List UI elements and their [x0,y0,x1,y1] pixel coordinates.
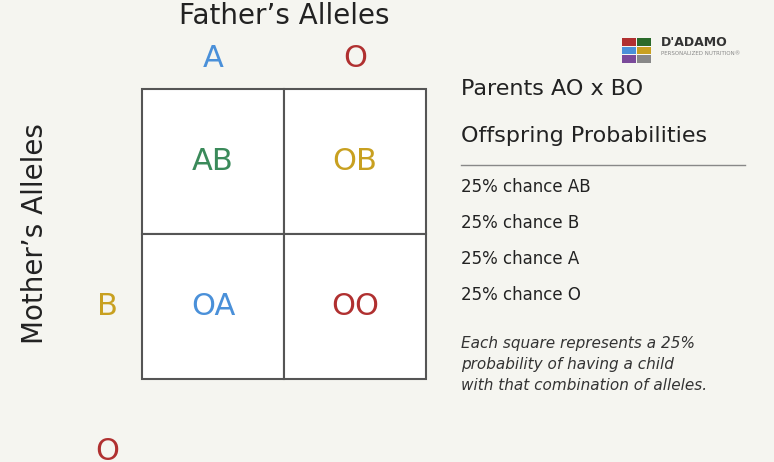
Text: 25% chance A: 25% chance A [461,250,579,268]
Text: PERSONALIZED NUTRITION®: PERSONALIZED NUTRITION® [661,51,741,56]
Text: OB: OB [333,146,378,176]
FancyBboxPatch shape [284,234,426,378]
Text: O: O [343,44,367,73]
Text: Parents AO x BO: Parents AO x BO [461,79,643,98]
Text: 25% chance B: 25% chance B [461,214,579,232]
FancyBboxPatch shape [142,89,284,234]
FancyBboxPatch shape [622,55,635,63]
FancyBboxPatch shape [622,38,635,46]
Text: 25% chance O: 25% chance O [461,286,580,304]
FancyBboxPatch shape [622,47,635,55]
Text: D'ADAMO: D'ADAMO [661,36,728,49]
Text: OO: OO [331,292,379,321]
FancyBboxPatch shape [284,89,426,234]
Text: Father’s Alleles: Father’s Alleles [179,2,389,30]
Text: Offspring Probabilities: Offspring Probabilities [461,126,707,146]
Text: O: O [95,437,119,462]
Text: Mother’s Alleles: Mother’s Alleles [21,123,49,344]
FancyBboxPatch shape [637,47,651,55]
FancyBboxPatch shape [637,55,651,63]
Text: 25% chance AB: 25% chance AB [461,178,591,196]
Text: OA: OA [191,292,235,321]
FancyBboxPatch shape [637,38,651,46]
Text: A: A [203,44,224,73]
Text: Each square represents a 25%
probability of having a child
with that combination: Each square represents a 25% probability… [461,336,707,393]
Text: B: B [97,292,118,321]
FancyBboxPatch shape [142,234,284,378]
Text: AB: AB [192,146,234,176]
